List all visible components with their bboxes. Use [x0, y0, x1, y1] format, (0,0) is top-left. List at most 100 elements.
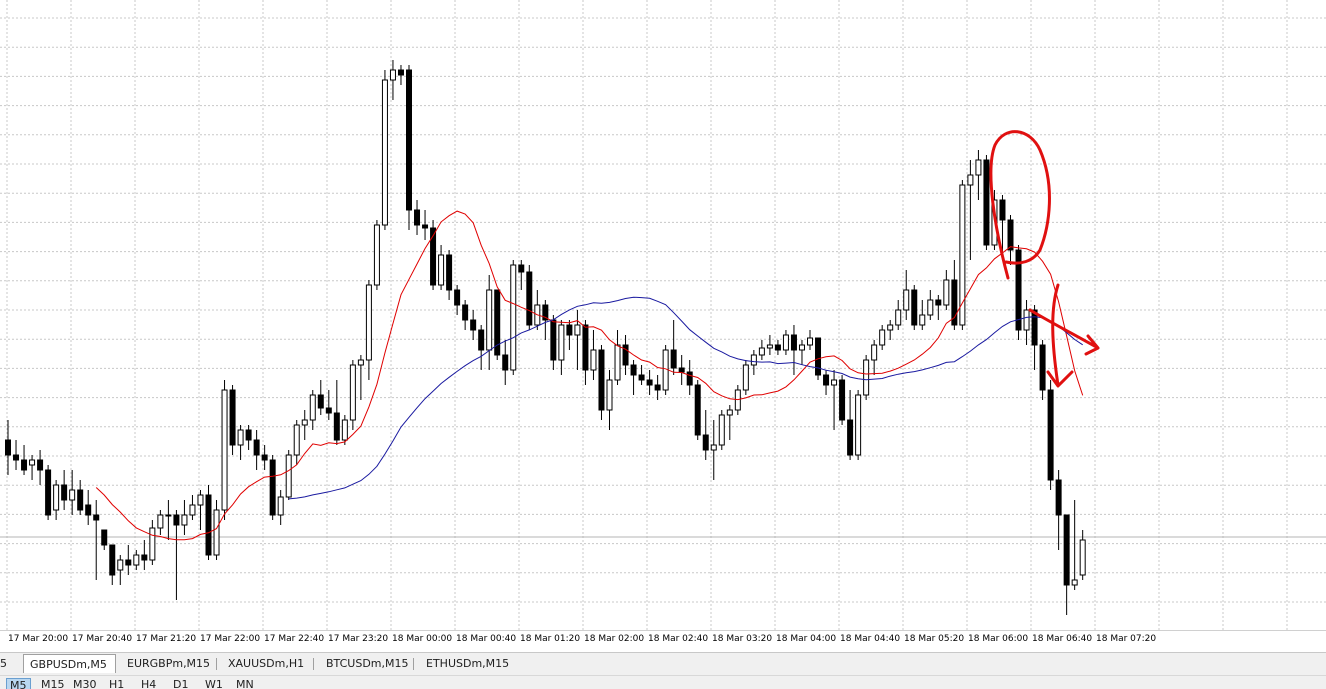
candle-bearish — [397, 69, 404, 76]
annotation-circle — [989, 130, 1051, 280]
candle-bearish — [542, 304, 549, 321]
candle-bullish — [341, 419, 348, 441]
x-tick-label: 17 Mar 20:00 — [8, 634, 69, 644]
candle-bearish — [1015, 249, 1022, 331]
candle-bearish — [269, 459, 276, 516]
candle-bearish — [686, 371, 693, 386]
annotation-arrow-down — [1046, 283, 1074, 388]
candle-bullish — [782, 334, 789, 351]
candle-bullish — [293, 424, 300, 456]
candle-bearish — [839, 379, 846, 421]
candle-bullish — [558, 324, 565, 361]
candle-bullish — [349, 364, 356, 421]
candle-bullish — [373, 224, 380, 286]
timeframe-button-mn[interactable]: MN — [236, 678, 254, 689]
candle-bullish — [614, 344, 621, 381]
candle-bullish — [69, 489, 76, 501]
candle-bullish — [919, 314, 926, 326]
candle-bullish — [213, 509, 220, 556]
candle-bearish — [790, 334, 797, 351]
candle-bearish — [622, 344, 629, 366]
candle-bearish — [646, 379, 653, 386]
candle-bullish — [486, 289, 493, 351]
candle-bearish — [61, 484, 68, 501]
x-tick-label: 17 Mar 20:40 — [72, 634, 133, 644]
candle-bearish — [462, 304, 469, 321]
candle-bearish — [1055, 479, 1062, 516]
candle-bullish — [758, 347, 765, 356]
candle-bearish — [21, 459, 28, 471]
candle-bullish — [1071, 579, 1078, 586]
timeframe-button-m15[interactable]: M15 — [41, 678, 65, 689]
candle-bullish — [149, 527, 156, 561]
candle-bullish — [221, 389, 228, 511]
candle-bearish — [470, 319, 477, 331]
chart-tab[interactable]: BTCUSDm,M15 — [326, 657, 409, 670]
candle-bullish — [1079, 539, 1086, 576]
timeframe-button-m5[interactable]: M5 — [6, 678, 31, 689]
candle-bearish — [1007, 219, 1014, 251]
candle-bearish — [518, 264, 525, 273]
candle-bearish — [317, 394, 324, 409]
x-tick-label: 18 Mar 03:20 — [712, 634, 773, 644]
candle-bullish — [301, 419, 308, 426]
time-axis: 17 Mar 20:00 17 Mar 20:40 17 Mar 21:20 17 M… — [0, 630, 1326, 651]
candle-bearish — [847, 419, 854, 456]
timeframe-button-m30[interactable]: M30 — [73, 678, 97, 689]
candle-bearish — [5, 439, 11, 456]
candle-bullish — [309, 394, 316, 421]
candle-bearish — [13, 454, 20, 461]
candle-bearish — [93, 514, 100, 521]
timeframe-button-d1[interactable]: D1 — [173, 678, 189, 689]
candle-bearish — [911, 289, 918, 326]
chart-tabs-bar: 5 GBPUSDm,M5 EURGBPm,M15 XAUUSDm,H1 BTCU… — [0, 652, 1326, 675]
annotation-arrow-right — [1028, 308, 1100, 356]
candle-bullish — [277, 496, 284, 516]
x-tick-label: 18 Mar 00:40 — [456, 634, 517, 644]
candle-bearish — [566, 324, 573, 336]
candle-bullish — [887, 324, 894, 331]
candle-bullish — [927, 299, 934, 316]
moving-average-slow — [288, 296, 1083, 500]
timeframe-button-w1[interactable]: W1 — [205, 678, 223, 689]
candle-bullish — [438, 254, 445, 286]
candle-bullish — [389, 69, 396, 81]
candle-bearish — [638, 374, 645, 381]
chart-tab-active[interactable]: GBPUSDm,M5 — [23, 654, 116, 673]
candle-bullish — [381, 79, 388, 226]
x-tick-label: 18 Mar 02:00 — [584, 634, 645, 644]
candle-bearish — [454, 289, 461, 306]
timeframe-button-h4[interactable]: H4 — [141, 678, 157, 689]
chart-tab[interactable]: 5 — [0, 657, 7, 670]
candle-bearish — [325, 407, 332, 414]
candle-bearish — [245, 429, 252, 441]
candle-bullish — [365, 284, 372, 361]
candle-bearish — [823, 374, 830, 386]
candle-bullish — [197, 494, 204, 506]
candle-bullish — [750, 354, 757, 366]
chart-tab[interactable]: ETHUSDm,M15 — [426, 657, 510, 670]
candle-bullish — [807, 337, 813, 346]
candle-bearish — [935, 299, 942, 306]
candlestick-chart[interactable] — [0, 0, 1326, 630]
x-tick-label: 17 Mar 23:20 — [328, 634, 389, 644]
candle-bullish — [831, 379, 838, 386]
candle-bearish — [815, 337, 822, 376]
candle-bullish — [742, 364, 749, 391]
candle-bullish — [895, 309, 902, 326]
candle-bullish — [157, 514, 164, 529]
chart-tab[interactable]: XAUUSDm,H1 — [228, 657, 305, 670]
candle-bearish — [1047, 389, 1054, 481]
candle-bullish — [133, 554, 140, 566]
candle-bearish — [229, 389, 236, 446]
candle-bullish — [975, 159, 982, 176]
candle-bearish — [406, 69, 412, 211]
timeframe-button-h1[interactable]: H1 — [109, 678, 125, 689]
price-chart-area[interactable] — [0, 0, 1326, 630]
timeframe-toolbar: M5 M15 M30 H1 H4 D1 W1 MN — [0, 675, 1326, 689]
x-tick-label: 17 Mar 21:20 — [136, 634, 197, 644]
x-tick-label: 17 Mar 22:00 — [200, 634, 261, 644]
candle-bearish — [333, 412, 340, 441]
chart-tab[interactable]: EURGBPm,M15 — [127, 657, 211, 670]
candle-bearish — [77, 489, 84, 511]
